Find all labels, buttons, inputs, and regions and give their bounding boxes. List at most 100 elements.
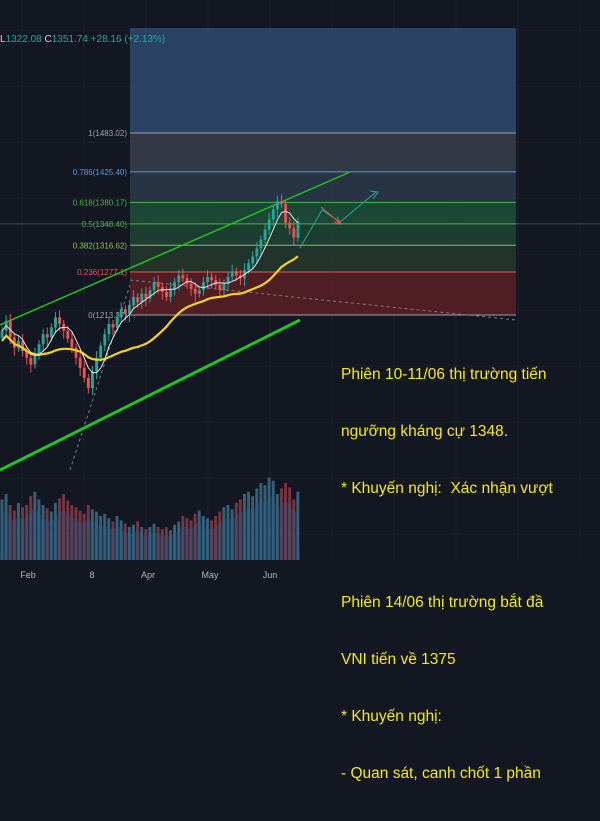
candle-body: [267, 219, 271, 230]
volume-bar: [177, 521, 181, 560]
volume-bar: [140, 527, 144, 560]
volume-bar: [218, 511, 222, 560]
note-line: VNI tiến về 1375: [341, 651, 456, 668]
volume-bar: [197, 510, 201, 560]
candle-body: [21, 340, 25, 352]
volume-bar: [111, 521, 115, 560]
projection-arrow: [320, 206, 342, 225]
candle-body: [111, 324, 115, 328]
volume-bar: [284, 483, 287, 560]
fib-label: 0.618(1380.17): [73, 198, 128, 207]
candle-body: [197, 290, 201, 294]
volume-bar: [267, 477, 271, 560]
volume-bar: [107, 518, 111, 560]
candle-body: [271, 209, 275, 220]
volume-bar: [41, 505, 45, 560]
note-line: * Khuyến nghị:: [341, 708, 442, 725]
ma-white-line: [1, 210, 299, 374]
volume-bar: [148, 527, 152, 560]
candle-body: [140, 293, 144, 303]
volume-bar: [214, 516, 218, 560]
volume-bar: [66, 500, 70, 560]
change-value: +28.16 (+2.13%): [90, 34, 166, 45]
candle-body: [54, 317, 57, 328]
volume-bar: [185, 518, 189, 560]
x-tick-label: Jun: [263, 570, 278, 580]
candle-body: [165, 291, 168, 298]
candle-body: [189, 283, 193, 289]
candle-body: [128, 305, 131, 314]
candle-body: [247, 263, 251, 271]
candle-body: [66, 330, 70, 339]
chart-area[interactable]: 1(1483.02) 0.786(1425.40) 0.618(1380.17) 0.…: [0, 0, 600, 782]
close-label: C: [44, 34, 52, 45]
note-line: Phiên 10-11/06 thị trường tiến: [341, 366, 547, 383]
candle-body: [95, 357, 99, 372]
volume-bar: [78, 510, 82, 560]
volume-bar: [222, 507, 226, 560]
ma-yellow-line: [1, 255, 299, 361]
candle-body: [17, 340, 20, 348]
candle-body: [41, 334, 45, 345]
volume-bar: [58, 498, 61, 560]
chart-svg[interactable]: 1(1483.02) 0.786(1425.40) 0.618(1380.17) 0.…: [0, 0, 600, 600]
fib-label: 1(1483.02): [88, 129, 127, 138]
fib-label: 0.786(1425.40): [73, 168, 128, 177]
volume-bar: [12, 510, 16, 560]
close-value: 1351.74: [51, 34, 88, 45]
volume-bar: [292, 499, 296, 560]
candle-body: [259, 239, 263, 249]
volume-bar: [193, 513, 197, 560]
candle-body: [206, 276, 209, 283]
volume-bar: [247, 491, 250, 560]
volume-bar: [164, 527, 168, 560]
volume-bar: [152, 523, 156, 560]
candle-body: [210, 276, 214, 281]
fib-band-0618-05: [130, 202, 516, 224]
candle-body: [58, 317, 62, 325]
candle-body: [123, 309, 127, 314]
volume-bar: [119, 520, 123, 560]
volume-bar: [95, 511, 98, 560]
volume-bar: [168, 530, 172, 560]
candle-body: [177, 275, 181, 283]
volume-bar: [49, 511, 53, 560]
note-gap: [341, 536, 600, 555]
candle-body: [169, 288, 172, 298]
low-value: 1322.08: [5, 34, 42, 45]
candle-body: [136, 297, 140, 303]
fib-label: 0.236(1277.1): [77, 268, 127, 277]
volume-bar: [160, 529, 164, 560]
candle-body: [193, 288, 197, 294]
candle-body: [70, 338, 74, 348]
candle-body: [119, 309, 123, 318]
candle-body: [288, 222, 292, 229]
volume-bar: [201, 516, 205, 560]
volume-bar: [21, 507, 24, 560]
volume-bar: [144, 529, 148, 560]
note-line: - Quan sát, canh chốt 1 phần: [341, 765, 541, 782]
note-line: ngưỡng kháng cự 1348.: [341, 423, 509, 440]
candle-body: [263, 229, 267, 240]
candle-body: [275, 201, 279, 210]
candle-body: [91, 371, 94, 389]
volume-bar: [275, 494, 279, 560]
volume-bar: [255, 488, 259, 560]
volume-bar: [45, 508, 49, 560]
candle-body: [234, 271, 238, 276]
candle-body: [25, 351, 29, 358]
low-label: L: [0, 34, 6, 45]
candle-body: [226, 276, 230, 284]
volume-bar: [238, 499, 242, 560]
volume-bar: [8, 505, 12, 560]
candle-body: [0, 330, 4, 338]
volume-bar: [259, 483, 263, 560]
volume-bar: [90, 509, 94, 560]
trend-dashed: [129, 279, 517, 321]
volume-bar: [156, 527, 160, 560]
candle-body: [37, 344, 41, 355]
volume-bar: [86, 505, 90, 560]
analysis-note: Phiên 10-11/06 thị trường tiến ngưỡng kh…: [341, 327, 600, 821]
channel-lower: [0, 318, 301, 472]
volume-bar: [123, 523, 127, 560]
